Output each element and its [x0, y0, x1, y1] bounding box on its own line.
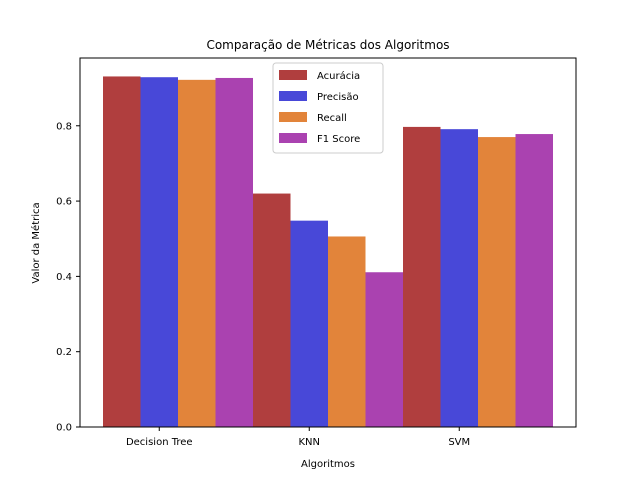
y-axis: 0.0 0.2 0.4 0.6 0.8 [56, 121, 80, 434]
bars-group [103, 76, 553, 428]
bar-f1-score-1 [365, 272, 403, 427]
legend-label: Acurácia [317, 70, 360, 82]
x-axis: Decision Tree KNN SVM [126, 427, 470, 448]
legend-swatch [279, 133, 307, 143]
bar-precisão-0 [140, 77, 178, 427]
y-tick-label: 0.8 [56, 121, 72, 132]
bar-recall-1 [328, 236, 366, 427]
bar-f1-score-2 [515, 134, 553, 427]
legend-swatch [279, 112, 307, 122]
bar-recall-0 [178, 79, 216, 427]
x-tick-label: KNN [298, 437, 320, 448]
legend-swatch [279, 91, 307, 101]
legend-swatch [279, 70, 307, 80]
y-tick-label: 0.2 [56, 347, 72, 358]
y-tick-label: 0.0 [56, 423, 72, 434]
bar-acurácia-0 [103, 76, 141, 427]
bar-recall-2 [478, 137, 516, 428]
plot-area-frame [79, 57, 577, 428]
legend: Acurácia Precisão Recall F1 Score [272, 62, 384, 154]
bar-precisão-2 [440, 129, 478, 427]
legend-label: Precisão [317, 92, 359, 103]
y-tick-label: 0.6 [56, 197, 72, 208]
legend-label: Recall [317, 113, 347, 124]
bar-acurácia-2 [403, 126, 441, 428]
x-axis-label: Algoritmos [301, 459, 355, 470]
legend-box [272, 62, 384, 154]
chart-title: Comparação de Métricas dos Algoritmos [206, 38, 449, 52]
legend-label: F1 Score [317, 134, 360, 145]
x-tick-label: SVM [448, 437, 470, 448]
bar-precisão-1 [290, 220, 328, 427]
bar-f1-score-0 [215, 77, 253, 428]
bar-acurácia-1 [253, 193, 291, 427]
x-tick-label: Decision Tree [126, 437, 193, 448]
y-tick-label: 0.4 [56, 272, 72, 283]
y-axis-label: Valor da Métrica [30, 202, 42, 283]
